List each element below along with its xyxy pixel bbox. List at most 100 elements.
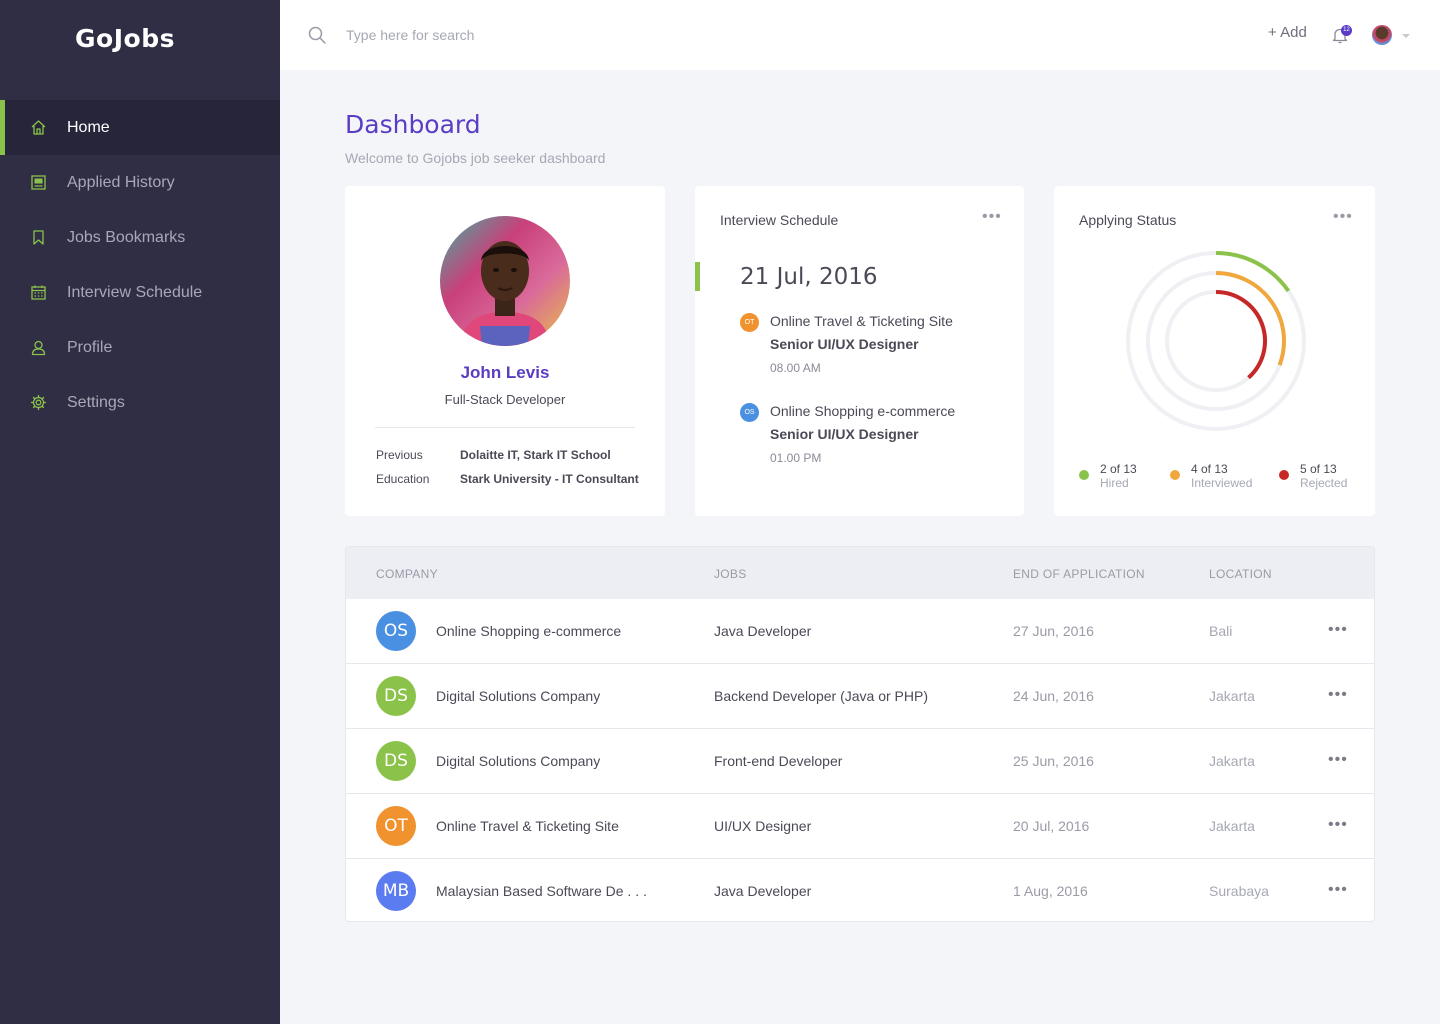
company-avatar: OS	[376, 611, 416, 651]
user-avatar[interactable]	[1372, 25, 1392, 45]
table-row[interactable]: MB Malaysian Based Software De . . . Jav…	[346, 859, 1374, 921]
calendar-icon	[30, 284, 47, 301]
sidebar-nav: Home Applied History Jobs Bookmarks Inte…	[0, 100, 280, 430]
sidebar-item-label: Settings	[67, 393, 125, 411]
search-icon	[308, 26, 326, 49]
sidebar-item-label: Jobs Bookmarks	[67, 228, 186, 246]
row-company[interactable]: Digital Solutions Company	[436, 688, 601, 704]
row-company[interactable]: Online Shopping e-commerce	[436, 623, 622, 639]
date-indicator	[695, 262, 700, 291]
company-avatar: DS	[376, 741, 416, 781]
bookmark-icon	[30, 229, 47, 246]
row-job[interactable]: UI/UX Designer	[714, 818, 812, 834]
topbar: + Add 12	[280, 0, 1440, 70]
education-value: Stark University - IT Consultant	[460, 472, 639, 486]
legend-value: 2 of 13	[1100, 462, 1137, 476]
legend-value: 4 of 13	[1191, 462, 1228, 476]
schedule-time: 01.00 PM	[770, 451, 822, 465]
more-options-icon[interactable]: •••	[1328, 881, 1348, 898]
more-options-icon[interactable]: •••	[1333, 208, 1353, 225]
row-location: Jakarta	[1209, 688, 1255, 704]
interview-schedule-card: Interview Schedule ••• 21 Jul, 2016 OT O…	[695, 186, 1024, 516]
sidebar-item-label: Interview Schedule	[67, 283, 203, 301]
add-button[interactable]: + Add	[1268, 24, 1307, 41]
ring-arc-rejected	[1215, 290, 1267, 380]
previous-value: Dolaitte IT, Stark IT School	[460, 448, 611, 462]
row-company[interactable]: Malaysian Based Software De . . .	[436, 883, 647, 899]
column-header-company[interactable]: COMPANY	[376, 567, 438, 581]
column-header-end[interactable]: END OF APPLICATION	[1013, 567, 1145, 581]
ring-arc-interviewed	[1215, 271, 1286, 366]
page-subtitle: Welcome to Gojobs job seeker dashboard	[345, 150, 606, 166]
sidebar-item-applied-history[interactable]: Applied History	[0, 155, 280, 210]
search-input[interactable]	[346, 22, 746, 48]
legend-label: Interviewed	[1191, 476, 1253, 490]
page-title: Dashboard	[345, 110, 481, 139]
column-header-location[interactable]: LOCATION	[1209, 567, 1272, 581]
sidebar-item-jobs-bookmarks[interactable]: Jobs Bookmarks	[0, 210, 280, 265]
table-row[interactable]: DS Digital Solutions Company Backend Dev…	[346, 664, 1374, 729]
profile-photo	[440, 216, 570, 346]
sidebar-item-interview-schedule[interactable]: Interview Schedule	[0, 265, 280, 320]
jobs-table: COMPANY JOBS END OF APPLICATION LOCATION…	[345, 546, 1375, 922]
row-company[interactable]: Digital Solutions Company	[436, 753, 601, 769]
more-options-icon[interactable]: •••	[1328, 751, 1348, 768]
previous-label: Previous	[376, 448, 423, 462]
card-title: Interview Schedule	[720, 212, 839, 228]
row-location: Jakarta	[1209, 753, 1255, 769]
legend-value: 5 of 13	[1300, 462, 1337, 476]
table-row[interactable]: DS Digital Solutions Company Front-end D…	[346, 729, 1374, 794]
applying-status-card: Applying Status ••• 2 of 13 Hired 4 of 1…	[1054, 186, 1375, 516]
schedule-role: Senior UI/UX Designer	[770, 336, 919, 352]
company-badge: OT	[740, 313, 759, 332]
more-options-icon[interactable]: •••	[1328, 816, 1348, 833]
table-row[interactable]: OS Online Shopping e-commerce Java Devel…	[346, 599, 1374, 664]
user-icon	[30, 339, 47, 356]
sidebar-item-label: Home	[67, 118, 110, 136]
row-job[interactable]: Backend Developer (Java or PHP)	[714, 688, 928, 704]
row-location: Surabaya	[1209, 883, 1269, 899]
legend-dot-rejected	[1279, 470, 1289, 480]
gear-icon	[30, 394, 47, 411]
schedule-company[interactable]: Online Travel & Ticketing Site	[770, 313, 953, 329]
company-badge: OS	[740, 403, 759, 422]
company-avatar: MB	[376, 871, 416, 911]
card-title: Applying Status	[1079, 212, 1177, 228]
company-avatar: OT	[376, 806, 416, 846]
sidebar-item-label: Profile	[67, 338, 113, 356]
schedule-date: 21 Jul, 2016	[740, 264, 878, 290]
sidebar-item-label: Applied History	[67, 173, 175, 191]
row-company[interactable]: Online Travel & Ticketing Site	[436, 818, 619, 834]
profile-role: Full-Stack Developer	[444, 392, 566, 407]
sidebar-item-settings[interactable]: Settings	[0, 375, 280, 430]
more-options-icon[interactable]: •••	[982, 208, 1002, 225]
row-location: Jakarta	[1209, 818, 1255, 834]
row-job[interactable]: Java Developer	[714, 883, 812, 899]
notification-badge: 12	[1341, 25, 1352, 36]
row-job[interactable]: Front-end Developer	[714, 753, 843, 769]
divider	[375, 427, 635, 428]
profile-card: John Levis Full-Stack Developer Previous…	[345, 186, 665, 516]
table-row[interactable]: OT Online Travel & Ticketing Site UI/UX …	[346, 794, 1374, 859]
column-header-jobs[interactable]: JOBS	[714, 567, 747, 581]
schedule-time: 08.00 AM	[770, 361, 821, 375]
legend-dot-hired	[1079, 470, 1089, 480]
more-options-icon[interactable]: •••	[1328, 686, 1348, 703]
row-end-date: 1 Aug, 2016	[1013, 883, 1088, 899]
app-logo[interactable]: GoJobs	[75, 24, 175, 53]
sidebar: GoJobs Home Applied History Jobs Bookmar…	[0, 0, 280, 1024]
status-rings-chart	[1126, 251, 1306, 431]
ring-arc-hired	[1215, 251, 1291, 293]
row-end-date: 25 Jun, 2016	[1013, 753, 1094, 769]
more-options-icon[interactable]: •••	[1328, 621, 1348, 638]
row-job[interactable]: Java Developer	[714, 623, 812, 639]
schedule-role: Senior UI/UX Designer	[770, 426, 919, 442]
chevron-down-icon[interactable]	[1402, 34, 1410, 38]
document-icon	[30, 174, 47, 191]
sidebar-item-home[interactable]: Home	[0, 100, 280, 155]
table-header: COMPANY JOBS END OF APPLICATION LOCATION	[346, 547, 1374, 599]
schedule-company[interactable]: Online Shopping e-commerce	[770, 403, 956, 419]
company-avatar: DS	[376, 676, 416, 716]
sidebar-item-profile[interactable]: Profile	[0, 320, 280, 375]
row-end-date: 20 Jul, 2016	[1013, 818, 1090, 834]
